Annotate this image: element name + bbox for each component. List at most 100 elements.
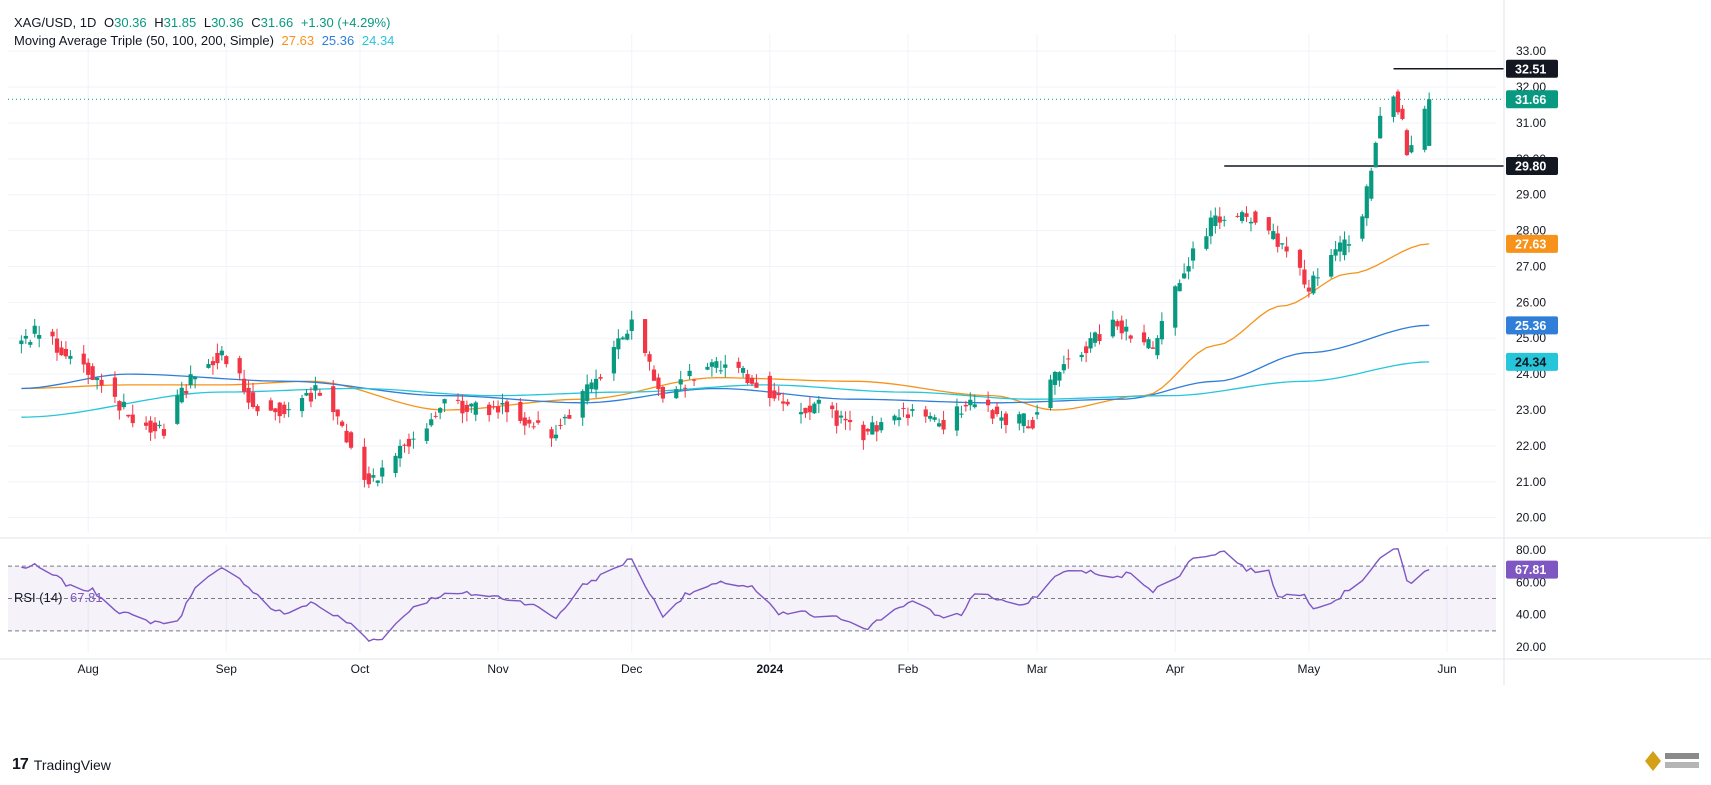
date-tick-label: Nov [487, 662, 508, 676]
price-label-box [1506, 59, 1558, 78]
candle-body [767, 375, 772, 399]
candle-body [972, 404, 977, 408]
candle-body [843, 418, 848, 421]
candle-body [1115, 321, 1120, 327]
candle-body [937, 423, 942, 427]
candle-body [1061, 364, 1066, 371]
date-tick-label: Dec [621, 662, 642, 676]
candle-body [714, 361, 719, 368]
candle-body [892, 415, 897, 421]
candle-body [986, 399, 991, 406]
candle-body [656, 377, 661, 390]
candle-body [785, 401, 790, 405]
candle-body [536, 420, 541, 423]
candle-body [749, 377, 755, 384]
ma-title: Moving Average Triple (50, 100, 200, Sim… [14, 33, 274, 48]
price-label: 27.63 [1515, 237, 1546, 251]
rsi-tick-label: 40.00 [1516, 608, 1546, 622]
candle-body [473, 402, 478, 415]
candle-body [487, 404, 492, 416]
rsi-tick-label: 20.00 [1516, 640, 1546, 654]
date-tick-label: Oct [351, 662, 370, 676]
candle-body [28, 342, 33, 345]
candle-body [193, 376, 198, 380]
candle-body [344, 430, 349, 443]
candle-body [250, 392, 256, 407]
candle-body [1159, 321, 1164, 340]
candle-body [954, 406, 960, 431]
candle-body [1146, 339, 1151, 349]
candle-body [130, 414, 135, 424]
candle-body [1329, 255, 1334, 277]
rsi-label: 67.81 [1515, 563, 1546, 577]
candle-body [674, 389, 679, 399]
candle-body [1048, 379, 1053, 409]
candle-body [1084, 346, 1089, 354]
candle-body [59, 347, 64, 356]
candle-body [1208, 217, 1213, 237]
candle-body [1030, 420, 1035, 429]
candle-body [273, 408, 278, 413]
price-tick-label: 26.00 [1516, 295, 1546, 309]
candle-body [491, 406, 496, 408]
candle-body [1311, 275, 1316, 294]
candle-body [469, 403, 474, 407]
ohlc-high: H31.85 [154, 15, 197, 30]
candle-body [1400, 108, 1405, 119]
candle-body [803, 407, 808, 414]
candle-body [736, 361, 741, 368]
candle-body [438, 408, 443, 413]
price-label-box [1506, 90, 1558, 109]
candle-body [1373, 142, 1378, 168]
candle-body [335, 409, 340, 417]
candle-body [282, 404, 287, 415]
candle-body [1124, 326, 1129, 332]
candle-body [495, 406, 501, 413]
candle-body [32, 325, 37, 334]
candle-body [705, 366, 710, 370]
candle-body [224, 356, 229, 365]
candle-body [268, 400, 273, 411]
candle-body [402, 444, 407, 446]
candle-body [830, 405, 835, 410]
candle-body [68, 355, 73, 359]
price-tick-label: 25.00 [1516, 331, 1546, 345]
candle-body [380, 467, 385, 477]
candle-body [616, 338, 621, 350]
candle-body [923, 409, 928, 417]
candle-body [549, 429, 554, 439]
candle-body [362, 446, 367, 480]
candle-body [23, 335, 28, 339]
candle-body [1052, 371, 1058, 385]
price-label: 25.36 [1515, 319, 1546, 333]
candle-body [1186, 266, 1191, 272]
date-tick-label: Mar [1027, 662, 1048, 676]
candle-body [1244, 213, 1249, 217]
candle-body [184, 390, 189, 394]
brand-name: TradingView [33, 757, 111, 773]
candle-body [1190, 248, 1196, 261]
candle-body [219, 350, 224, 356]
candle-body [798, 412, 804, 415]
candle-body [1017, 414, 1022, 424]
candle-body [879, 422, 884, 431]
candle-body [1213, 215, 1218, 226]
candle-body [847, 419, 853, 423]
candle-body [687, 370, 692, 377]
candle-body [54, 338, 60, 353]
candle-body [19, 340, 24, 345]
candle-body [1079, 354, 1084, 358]
candle-body [206, 364, 211, 368]
candle-body [905, 414, 911, 419]
rsi-tick-label: 60.00 [1516, 575, 1546, 589]
candle-body [1409, 145, 1414, 153]
candle-body [1173, 286, 1178, 328]
candle-body [1337, 242, 1343, 252]
candle-body [157, 424, 162, 427]
candle-body [1391, 96, 1396, 117]
candle-body [299, 398, 305, 412]
candle-body [460, 400, 465, 414]
price-tick-label: 31.00 [1516, 116, 1546, 130]
